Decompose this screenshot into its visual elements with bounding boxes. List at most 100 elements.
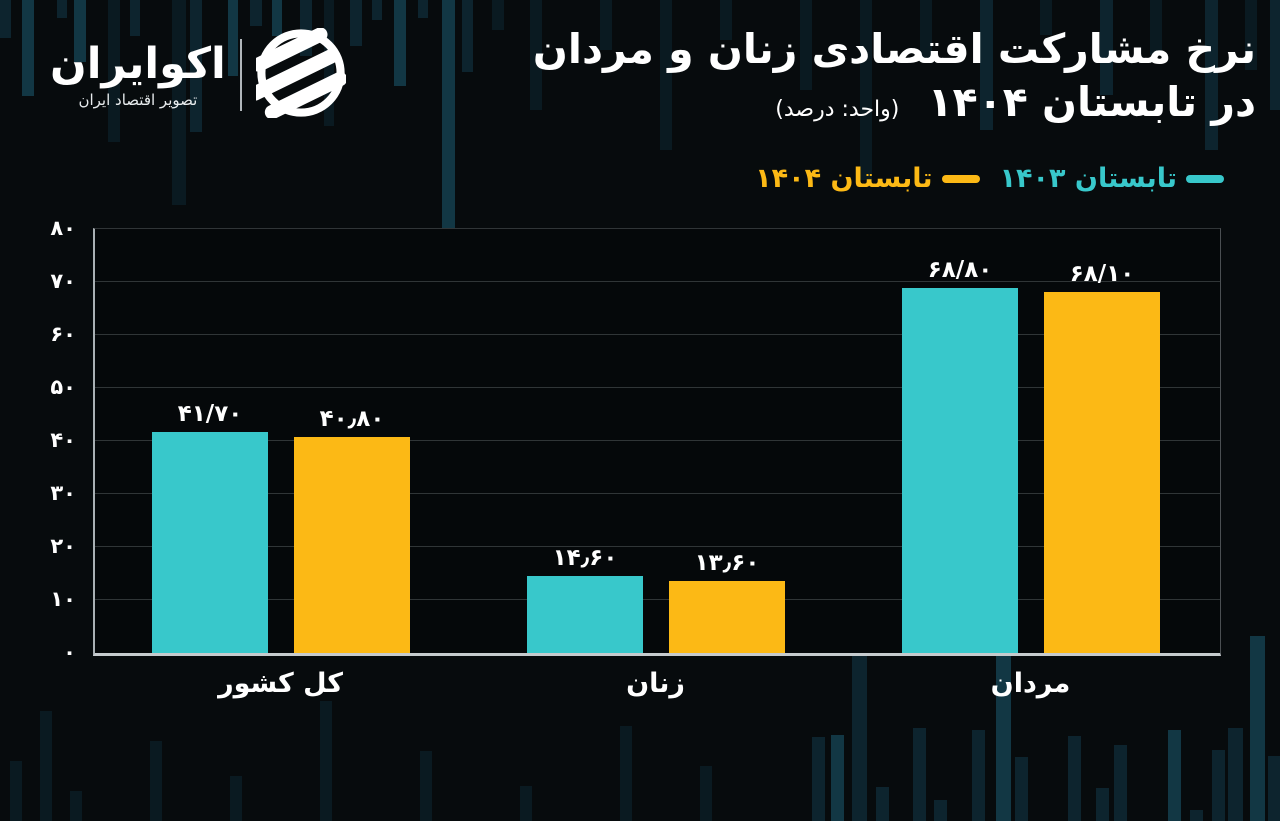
- background-decor-bar: [660, 0, 672, 150]
- background-decor-bar: [520, 786, 532, 821]
- background-decor-bar: [462, 0, 473, 72]
- background-decor-bar: [372, 0, 382, 20]
- chart-title-block: نرخ مشارکت اقتصادی زنان و مردان در تابست…: [533, 22, 1256, 129]
- gridline-80: [95, 228, 1220, 229]
- background-decor-bar: [972, 730, 985, 821]
- background-decor-bar: [600, 0, 612, 50]
- gridline-20: [95, 546, 1220, 547]
- background-decor-bar: [190, 0, 202, 132]
- background-decor-bar: [934, 800, 947, 821]
- chart-title-line1: نرخ مشارکت اقتصادی زنان و مردان: [532, 25, 1256, 73]
- background-decor-bar: [913, 728, 926, 821]
- background-decor-bar: [831, 735, 844, 821]
- bar-value-label: ۶۸/۸۰: [927, 257, 993, 284]
- y-tick-label-70: ۷۰: [50, 269, 76, 293]
- background-decor-bar: [1168, 730, 1181, 821]
- brand-logo: اکوایران تصویر اقتصاد ایران: [50, 27, 347, 122]
- gridline-70: [95, 281, 1220, 282]
- background-decor-bar: [1015, 757, 1028, 821]
- legend-label: تابستان ۱۴۰۴: [755, 163, 933, 194]
- background-decor-bar: [1212, 750, 1225, 821]
- unit-note: (واحد: درصد): [775, 97, 900, 123]
- bar-value-label: ۱۴٫۶۰: [552, 544, 618, 571]
- background-decor-bar: [172, 0, 186, 205]
- background-decor-bar: [420, 751, 432, 821]
- background-decor-bar: [720, 0, 732, 40]
- background-decor-bar: [920, 0, 932, 60]
- background-decor-bar: [272, 0, 282, 36]
- legend-dash-icon: [1186, 174, 1224, 183]
- bar-value-label: ۴۰٫۸۰: [319, 405, 385, 432]
- bar-زنان-تابستان ۱۴۰۴: [669, 580, 785, 653]
- chart-legend: تابستان ۱۴۰۳ تابستان ۱۴۰۴: [755, 163, 1224, 194]
- legend-item-2: تابستان ۱۴۰۴: [755, 163, 980, 194]
- background-decor-bar: [70, 791, 82, 821]
- y-tick-label-80: ۸۰: [50, 216, 76, 240]
- brand-text-block: اکوایران تصویر اقتصاد ایران: [50, 39, 226, 109]
- background-decor-bar: [418, 0, 428, 18]
- x-category-label-1: کل کشور: [218, 668, 343, 699]
- background-decor-bar: [492, 0, 504, 30]
- y-axis-labels: ۰ ۱۰ ۲۰ ۳۰ ۴۰ ۵۰ ۶۰ ۷۰ ۸۰: [18, 216, 84, 664]
- bar-value-label: ۱۳٫۶۰: [694, 549, 760, 576]
- chart-title-line2: در تابستان ۱۴۰۴ (واحد: درصد): [533, 77, 1256, 128]
- background-decor-bar: [250, 0, 262, 26]
- background-decor-bar: [980, 0, 993, 130]
- y-tick-label-10: ۱۰: [50, 587, 76, 611]
- background-decor-bar: [1096, 788, 1109, 821]
- plot-area: ۴۱/۷۰ ۴۰٫۸۰ ۱۴٫۶۰ ۱۳٫۶۰ ۶۸/۸۰ ۶۸/۱۰: [93, 228, 1221, 656]
- background-decor-bar: [876, 787, 889, 821]
- background-decor-bar: [442, 0, 455, 238]
- background-decor-bar: [1068, 736, 1081, 821]
- background-decor-bar: [0, 0, 11, 38]
- background-decor-bar: [130, 0, 140, 36]
- background-decor-bar: [530, 0, 542, 110]
- background-decor-bar: [1114, 745, 1127, 821]
- legend-label: تابستان ۱۴۰۳: [999, 163, 1177, 194]
- gridline-10: [95, 599, 1220, 600]
- brand-tagline: تصویر اقتصاد ایران: [78, 90, 198, 109]
- background-decor-bar: [1228, 728, 1243, 821]
- background-decor-bar: [40, 711, 52, 821]
- background-decor-bar: [150, 741, 162, 821]
- background-decor-bar: [852, 641, 867, 821]
- background-decor-bar: [74, 0, 86, 62]
- legend-item-1: تابستان ۱۴۰۳: [1000, 163, 1224, 194]
- bar-value-label: ۶۸/۱۰: [1069, 261, 1135, 288]
- background-decor-bar: [812, 737, 825, 821]
- brand-name: اکوایران: [50, 39, 226, 90]
- background-decor-bar: [996, 651, 1011, 821]
- y-tick-label-50: ۵۰: [50, 375, 76, 399]
- background-decor-bar: [1205, 0, 1218, 150]
- background-decor-bar: [394, 0, 406, 86]
- y-tick-label-30: ۳۰: [50, 481, 76, 505]
- x-category-label-2: زنان: [626, 668, 685, 699]
- background-decor-bar: [1268, 756, 1280, 821]
- y-tick-label-60: ۶۰: [50, 322, 76, 346]
- background-decor-bar: [800, 0, 812, 90]
- background-decor-bar: [860, 0, 872, 180]
- bar-مردان-تابستان ۱۴۰۴: [1044, 292, 1160, 653]
- chart-title-line2-text: در تابستان ۱۴۰۴: [927, 78, 1256, 127]
- logo-divider: [239, 39, 242, 111]
- background-decor-bar: [320, 701, 332, 821]
- bar-مردان-تابستان ۱۴۰۳: [902, 288, 1018, 653]
- background-decor-bar: [1190, 810, 1203, 821]
- background-decor-bar: [1150, 0, 1162, 55]
- ecoiran-emblem-icon: [247, 27, 347, 122]
- gridline-50: [95, 387, 1220, 388]
- background-decor-bar: [1040, 0, 1052, 35]
- background-decor-bar: [10, 761, 22, 821]
- background-decor-bar: [700, 766, 712, 821]
- legend-dash-icon: [941, 174, 980, 183]
- bar-زنان-تابستان ۱۴۰۳: [527, 575, 643, 653]
- background-decor-bar: [1245, 0, 1257, 70]
- y-tick-label-0: ۰: [63, 640, 76, 664]
- background-decor-bar: [108, 0, 120, 142]
- gridline-60: [95, 334, 1220, 335]
- y-tick-label-40: ۴۰: [50, 428, 76, 452]
- x-category-label-3: مردان: [990, 668, 1071, 699]
- background-decor-bar: [22, 0, 34, 96]
- background-decor-bar: [350, 0, 362, 46]
